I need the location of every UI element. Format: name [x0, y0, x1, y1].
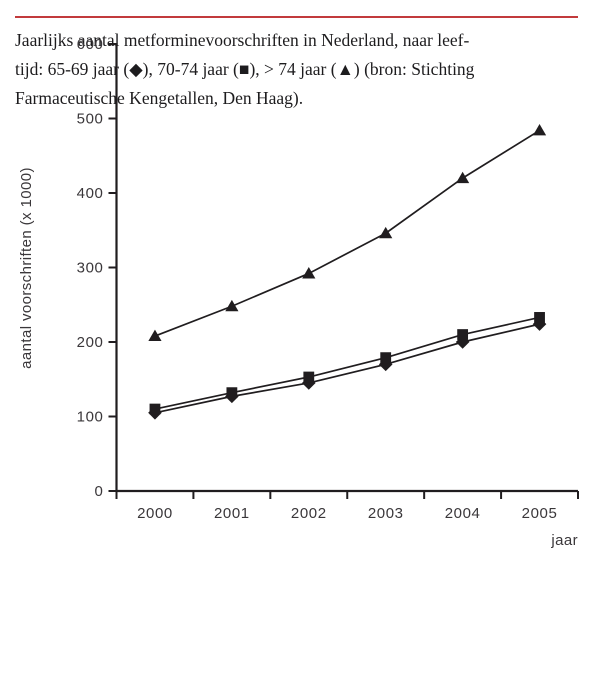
x-tick-label: 2003	[368, 505, 404, 522]
x-tick-label: 2005	[522, 505, 558, 522]
data-point-diamond	[378, 357, 393, 372]
data-point-triangle	[532, 124, 547, 136]
data-point-triangle	[456, 171, 470, 184]
data-point-triangle	[148, 329, 162, 342]
y-axis-title: aantal voorschriften (x 1000)	[18, 167, 35, 369]
x-tick-label: 2002	[291, 505, 327, 522]
series-line-triangle	[154, 129, 540, 337]
caption-line-1: Jaarlijks aantal metforminevoorschriften…	[15, 30, 470, 50]
data-point-diamond	[301, 376, 316, 390]
y-tick-label: 0	[95, 483, 104, 500]
data-point-square	[226, 387, 238, 399]
metformin-prescriptions-line-chart: 0 100 200 300 400 500 600 2000 2001 2002 2003 2004 2…	[18, 36, 579, 549]
y-tick-label: 600	[77, 36, 104, 53]
caption-line-2: tijd: 65-69 jaar (◆), 70-74 jaar (■), > …	[15, 59, 475, 79]
x-tick-label: 2001	[214, 505, 250, 522]
y-tick-label: 300	[77, 260, 104, 277]
data-point-triangle	[302, 267, 316, 279]
data-point-triangle	[225, 299, 239, 312]
caption-line-3: Farmaceutische Kengetallen, Den Haag).	[15, 88, 304, 108]
x-axis-title: jaar	[550, 532, 578, 549]
y-tick-label: 500	[77, 111, 104, 128]
caption-divider	[15, 16, 578, 18]
chart-area: 0 100 200 300 400 500 600 2000 2001 2002 2003 2004 2…	[0, 16, 600, 561]
series-line-square	[154, 316, 540, 410]
y-tick-label: 100	[77, 409, 104, 426]
figure-page: 0 100 200 300 400 500 600 2000 2001 2002 2003 2004 2…	[0, 16, 600, 685]
y-tick-label: 400	[77, 185, 104, 202]
data-point-square	[149, 403, 161, 415]
data-point-square	[534, 312, 545, 323]
figure-caption: Jaarlijks aantal metforminevoorschriften…	[15, 26, 592, 113]
y-tick-label: 200	[77, 334, 104, 351]
data-point-triangle	[379, 226, 393, 239]
x-tick-label: 2004	[445, 505, 481, 522]
x-tick-label: 2000	[137, 505, 173, 522]
series-line-diamond	[154, 323, 540, 414]
data-point-square	[303, 371, 315, 383]
data-point-square	[380, 352, 392, 364]
data-point-square	[457, 329, 469, 340]
